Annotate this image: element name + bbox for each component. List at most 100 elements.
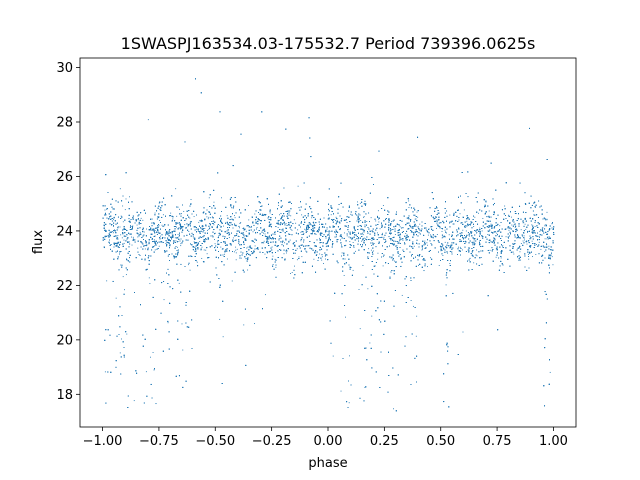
data-point — [449, 214, 451, 216]
data-point — [335, 216, 337, 218]
data-point — [414, 214, 416, 216]
data-point — [142, 219, 144, 221]
data-point — [263, 232, 265, 234]
data-point — [369, 342, 371, 344]
data-point — [174, 237, 176, 239]
data-point — [300, 231, 302, 233]
data-point — [189, 269, 191, 271]
data-point — [181, 323, 183, 325]
data-point — [171, 220, 173, 221]
data-point — [125, 274, 127, 276]
data-point — [232, 237, 234, 239]
data-point — [472, 255, 474, 257]
data-point — [120, 264, 122, 266]
data-point — [415, 218, 417, 220]
data-point — [254, 213, 256, 215]
data-point — [182, 349, 184, 351]
data-point — [359, 328, 361, 330]
data-point — [442, 255, 444, 256]
data-point — [154, 249, 156, 251]
data-point — [137, 219, 139, 221]
data-point — [494, 239, 496, 241]
data-point — [112, 232, 114, 234]
data-point — [291, 272, 293, 273]
data-point — [206, 238, 207, 240]
data-point — [357, 201, 358, 203]
data-point — [310, 224, 312, 226]
data-point — [397, 252, 398, 254]
data-point — [532, 256, 533, 258]
data-point — [510, 216, 512, 218]
data-point — [499, 225, 501, 227]
data-point — [251, 225, 252, 227]
data-point — [514, 227, 516, 229]
data-point — [138, 234, 140, 236]
data-point — [247, 235, 249, 237]
data-point — [546, 211, 548, 213]
data-point — [465, 230, 467, 232]
data-point — [461, 249, 463, 251]
data-point — [315, 233, 317, 235]
data-point — [324, 258, 326, 260]
data-point — [544, 224, 546, 226]
data-point — [274, 258, 276, 260]
data-point — [277, 227, 279, 228]
data-point — [508, 229, 510, 231]
data-point — [150, 356, 151, 358]
data-point — [487, 220, 489, 222]
data-point — [359, 233, 361, 235]
data-point — [396, 245, 398, 247]
data-point — [264, 233, 266, 235]
data-point — [274, 231, 276, 233]
data-point — [243, 227, 245, 229]
data-point — [111, 232, 112, 233]
data-point — [452, 223, 454, 225]
data-point — [213, 224, 215, 226]
data-point — [535, 206, 537, 208]
data-point — [343, 232, 345, 234]
data-point — [168, 234, 170, 236]
data-point — [177, 233, 179, 235]
data-point — [394, 234, 396, 236]
data-point — [378, 221, 380, 223]
data-point — [430, 236, 432, 238]
data-point — [473, 239, 475, 241]
data-point — [206, 253, 208, 255]
data-point — [265, 238, 267, 240]
data-point — [470, 233, 472, 235]
data-point — [193, 216, 195, 218]
data-point — [413, 225, 415, 227]
data-point — [245, 238, 247, 240]
data-point — [296, 248, 298, 250]
data-point — [405, 233, 407, 234]
data-point — [278, 204, 280, 206]
data-point — [219, 318, 221, 320]
data-point — [275, 266, 277, 268]
data-point — [414, 218, 416, 220]
data-point — [106, 280, 108, 282]
data-point — [354, 231, 356, 233]
data-point — [195, 260, 197, 262]
data-point — [352, 242, 354, 243]
data-point — [448, 234, 450, 236]
data-point — [548, 245, 550, 247]
data-point — [432, 237, 434, 239]
data-point — [293, 219, 295, 221]
data-point — [254, 245, 256, 247]
data-point — [124, 289, 125, 291]
data-point — [523, 235, 525, 237]
data-point — [410, 231, 412, 233]
data-point — [336, 219, 338, 221]
data-point — [136, 224, 138, 226]
data-point — [132, 236, 134, 238]
data-point — [223, 225, 224, 227]
data-point — [390, 229, 392, 231]
data-point — [198, 221, 200, 223]
data-point — [243, 236, 245, 238]
data-point — [179, 208, 180, 210]
data-point — [495, 248, 497, 250]
data-point — [207, 229, 208, 231]
data-point — [239, 227, 241, 229]
data-point — [159, 235, 161, 237]
data-point — [297, 229, 299, 231]
